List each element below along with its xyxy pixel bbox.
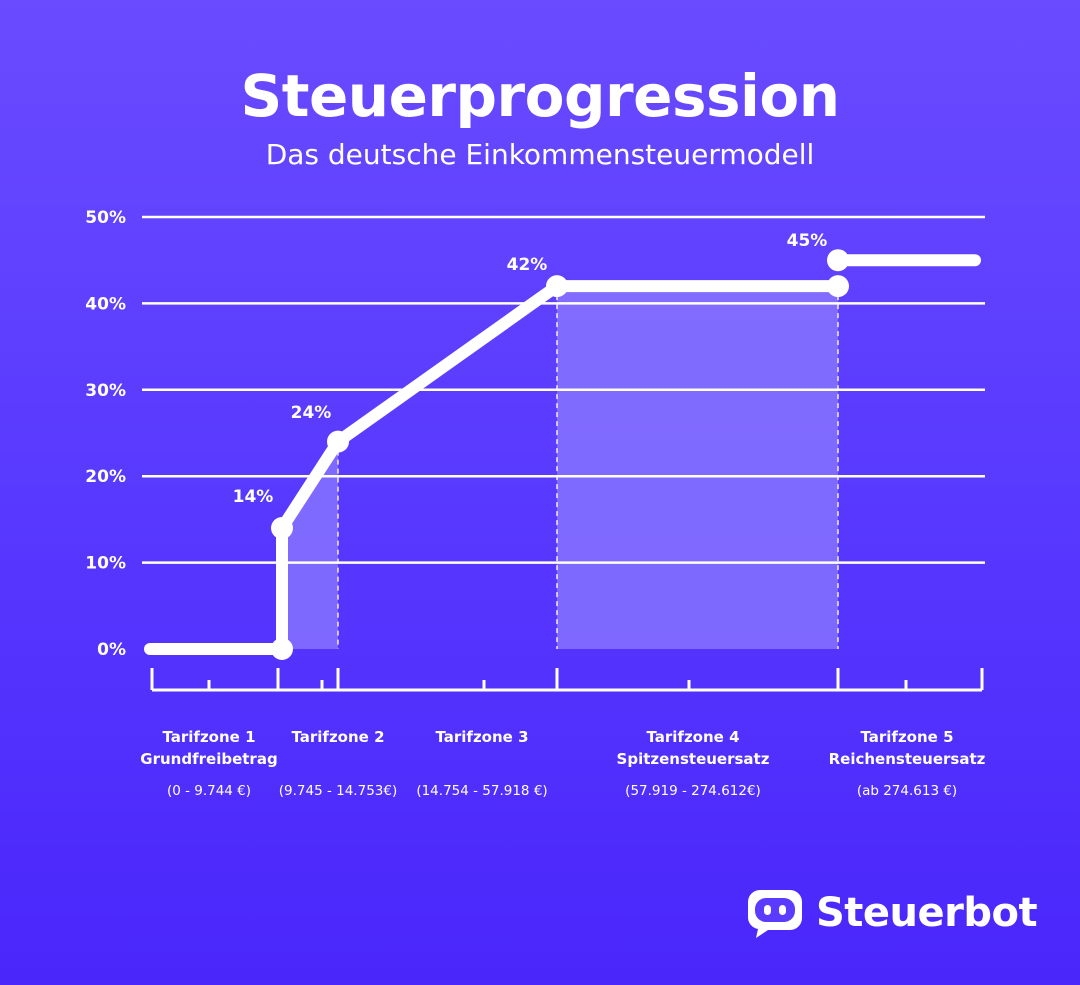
- zone-subname-label: Grundfreibetrag: [140, 750, 277, 768]
- zone-name-label: Tarifzone 3: [435, 728, 528, 746]
- data-label: 45%: [787, 231, 828, 251]
- zone-name-label: Tarifzone 1: [162, 728, 255, 746]
- zone-name-label: Tarifzone 2: [291, 728, 384, 746]
- brand-name: Steuerbot: [816, 890, 1038, 936]
- zone-subname-label: Spitzensteuersatz: [617, 750, 770, 768]
- zone-range-label: (9.745 - 14.753€): [279, 783, 397, 799]
- brand-logo: Steuerbot: [746, 886, 1038, 940]
- data-point-marker: [546, 275, 568, 298]
- zone-subname-label: Reichensteuersatz: [829, 750, 986, 768]
- robot-head-icon: [748, 890, 802, 938]
- page-title: Steuerprogression: [240, 62, 840, 130]
- zone-range-label: (ab 274.613 €): [857, 783, 957, 799]
- y-tick-label: 20%: [85, 467, 126, 487]
- y-tick-label: 40%: [85, 294, 126, 314]
- zone-range-label: (14.754 - 57.918 €): [416, 783, 547, 799]
- zone-name-label: Tarifzone 5: [860, 728, 953, 746]
- data-point-marker: [327, 430, 349, 453]
- y-tick-label: 0%: [97, 640, 126, 660]
- data-point-marker: [271, 638, 293, 660]
- data-label: 14%: [233, 487, 274, 507]
- data-point-marker: [271, 517, 293, 540]
- y-tick-label: 10%: [85, 554, 126, 574]
- zone-4-area: [557, 286, 838, 649]
- data-label: 24%: [291, 403, 332, 423]
- y-tick-label: 50%: [85, 208, 126, 228]
- zone-2-area: [282, 441, 338, 649]
- page-subtitle: Das deutsche Einkommensteuermodell: [265, 138, 815, 171]
- zone-range-label: (57.919 - 274.612€): [625, 783, 761, 799]
- zone-range-label: (0 - 9.744 €): [167, 783, 251, 799]
- zone-name-label: Tarifzone 4: [646, 728, 739, 746]
- y-tick-label: 30%: [85, 381, 126, 401]
- data-label: 42%: [507, 255, 548, 275]
- data-point-marker: [827, 249, 849, 272]
- data-point-marker: [827, 275, 849, 298]
